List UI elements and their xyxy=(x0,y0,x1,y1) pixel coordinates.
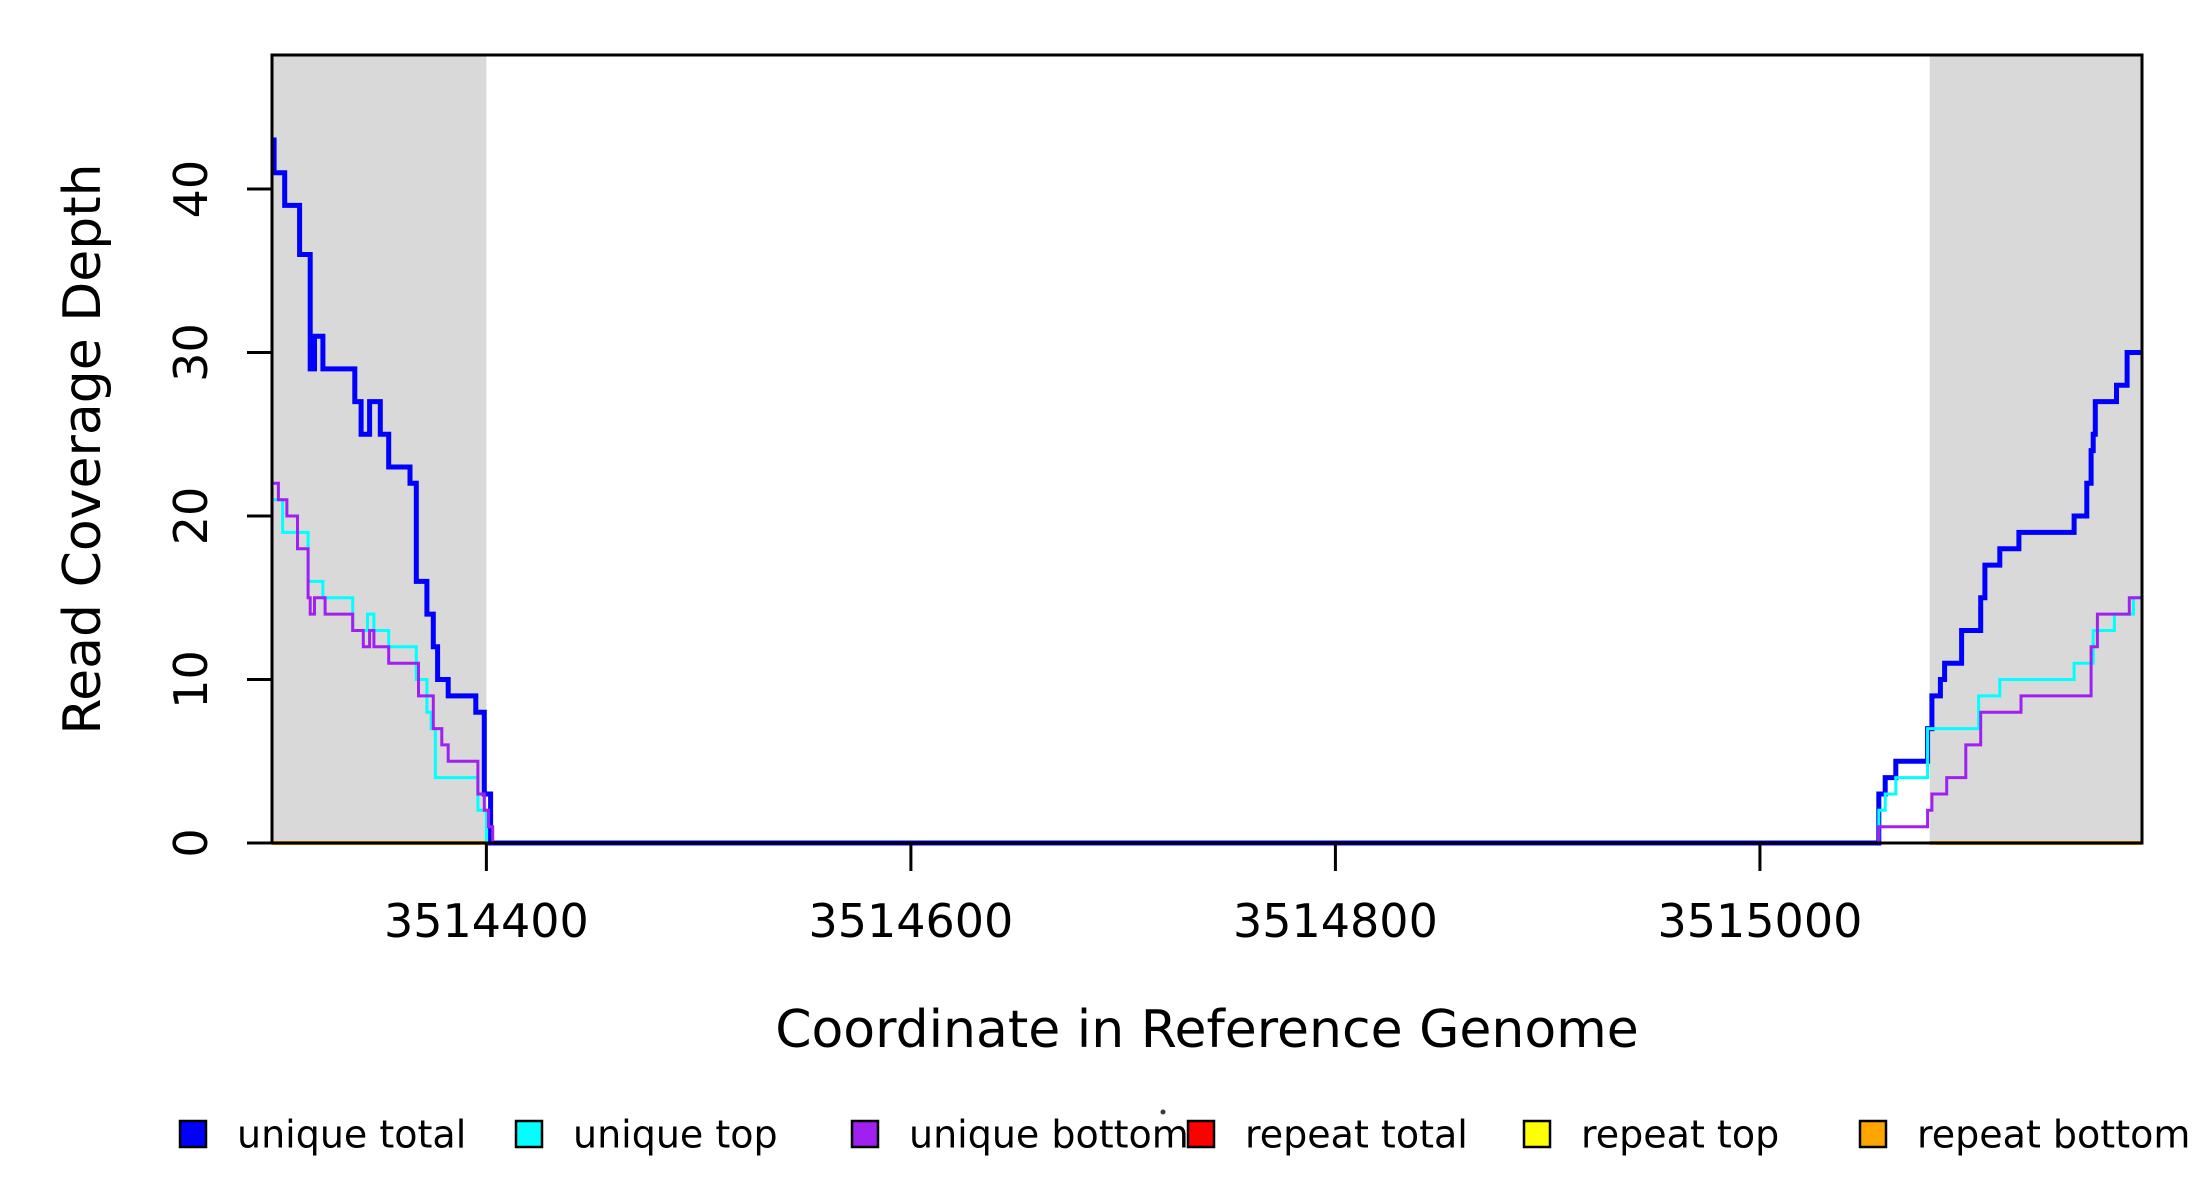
y-tick-label-10: 10 xyxy=(164,650,218,709)
x-axis-ticks: 3514400 3514600 3514800 3515000 xyxy=(384,843,1862,948)
y-tick-label-20: 20 xyxy=(164,487,218,546)
right-repeat-region xyxy=(1929,56,2142,843)
x-axis-title: Coordinate in Reference Genome xyxy=(775,1000,1639,1060)
series-line-unique-bottom xyxy=(272,481,2142,845)
series-line-unique-total xyxy=(271,137,2142,846)
repeat-region-bands xyxy=(272,56,2142,843)
legend: unique total unique top unique bottom repea… xyxy=(178,1112,2190,1156)
legend-swatch-repeat-top xyxy=(1522,1119,1552,1149)
legend-label-repeat-bottom: repeat bottom xyxy=(1917,1112,2190,1156)
legend-label-repeat-total: repeat total xyxy=(1245,1112,1468,1156)
x-tick-label-3514600: 3514600 xyxy=(808,894,1013,948)
y-axis-title: Read Coverage Depth xyxy=(53,163,113,734)
y-axis-ticks: 0 10 20 30 40 xyxy=(164,160,272,858)
x-tick-label-3514800: 3514800 xyxy=(1233,894,1438,948)
stray-mark-dot xyxy=(1160,1109,1166,1115)
series-line-unique-top xyxy=(272,498,2142,845)
y-tick-label-0: 0 xyxy=(164,828,218,857)
legend-swatch-repeat-total xyxy=(1186,1119,1216,1149)
legend-label-repeat-top: repeat top xyxy=(1581,1112,1779,1156)
legend-label-unique-top: unique top xyxy=(573,1112,778,1156)
left-repeat-region xyxy=(272,56,487,843)
legend-swatch-unique-bottom xyxy=(850,1119,880,1149)
legend-label-unique-total: unique total xyxy=(237,1112,466,1156)
y-tick-label-40: 40 xyxy=(164,160,218,219)
legend-swatch-unique-top xyxy=(514,1119,544,1149)
coverage-series-lines xyxy=(271,137,2142,846)
legend-label-unique-bottom: unique bottom xyxy=(909,1112,1189,1156)
x-tick-label-3515000: 3515000 xyxy=(1657,894,1862,948)
x-tick-label-3514400: 3514400 xyxy=(384,894,589,948)
plot-border-box xyxy=(270,53,2144,845)
legend-swatch-repeat-bottom xyxy=(1858,1119,1888,1149)
y-tick-label-30: 30 xyxy=(164,323,218,382)
legend-swatch-unique-total xyxy=(178,1119,208,1149)
